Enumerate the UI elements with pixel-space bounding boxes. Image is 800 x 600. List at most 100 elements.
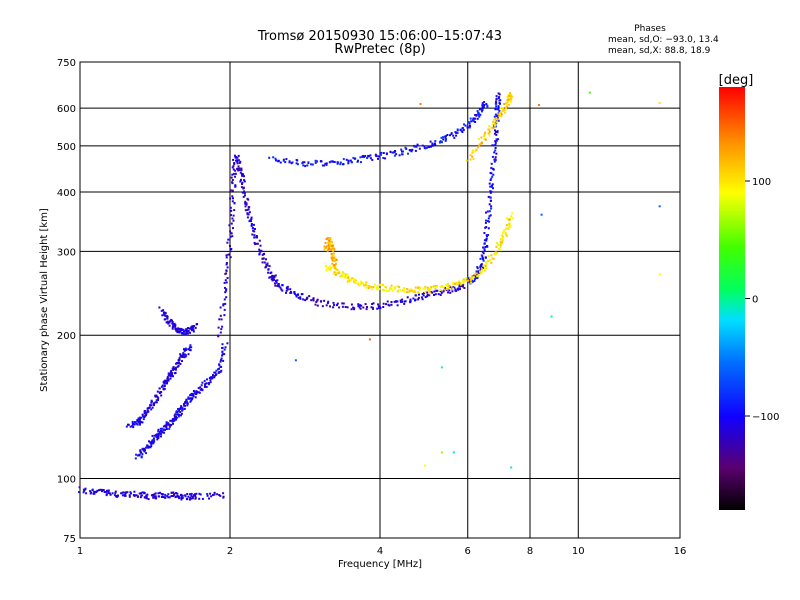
echo-point xyxy=(178,328,181,330)
echo-point xyxy=(162,309,165,312)
echo-point xyxy=(133,423,136,426)
echo-point xyxy=(310,299,313,302)
echo-point xyxy=(243,179,246,182)
y-tick-label: 400 xyxy=(57,188,76,199)
echo-point xyxy=(501,237,504,240)
echo-point xyxy=(494,143,497,146)
echo-point xyxy=(251,233,254,236)
echo-point xyxy=(408,290,411,293)
echo-point xyxy=(423,287,426,290)
echo-point xyxy=(333,304,336,306)
echo-point xyxy=(488,134,491,137)
echo-point xyxy=(189,497,192,499)
echo-point xyxy=(169,320,172,323)
echo-point xyxy=(428,289,431,291)
echo-point xyxy=(482,259,485,262)
scatter-point xyxy=(540,213,543,216)
echo-point xyxy=(325,265,328,267)
echo-point xyxy=(176,362,179,365)
echo-point xyxy=(366,157,369,159)
echo-point xyxy=(325,269,328,272)
echo-point xyxy=(490,254,493,257)
echo-point xyxy=(117,494,119,497)
echo-point xyxy=(168,324,171,327)
echo-point xyxy=(504,108,507,111)
echo-point xyxy=(206,494,209,497)
echo-point xyxy=(219,314,222,317)
echo-point xyxy=(393,287,396,290)
echo-point xyxy=(375,154,378,157)
echo-point xyxy=(279,161,282,164)
scatter-point xyxy=(510,466,513,469)
echo-point xyxy=(151,406,154,409)
echo-point xyxy=(161,314,164,317)
echo-point xyxy=(342,158,345,161)
echo-point xyxy=(481,250,484,253)
echo-point xyxy=(365,281,368,284)
echo-point xyxy=(139,417,142,420)
echo-point xyxy=(261,257,264,260)
echo-point xyxy=(498,96,501,99)
colorbar-tick-label: −100 xyxy=(752,412,779,423)
echo-point xyxy=(253,234,256,237)
echo-point xyxy=(475,148,478,151)
x-tick-label: 16 xyxy=(674,546,687,557)
echo-point xyxy=(240,167,243,170)
echo-point xyxy=(446,288,448,290)
echo-point xyxy=(323,299,326,302)
echo-point xyxy=(230,214,232,217)
echo-point xyxy=(178,358,181,361)
echo-point xyxy=(161,431,164,434)
echo-point xyxy=(388,304,391,307)
echo-point xyxy=(505,217,508,220)
echo-point xyxy=(408,288,411,291)
echo-point xyxy=(225,263,228,266)
echo-point xyxy=(184,347,187,350)
echo-point xyxy=(405,147,408,150)
echo-point xyxy=(161,495,164,498)
echo-point xyxy=(492,118,495,121)
echo-point xyxy=(168,423,171,426)
echo-point xyxy=(473,150,476,153)
echo-point xyxy=(478,144,481,147)
echo-point xyxy=(96,489,99,492)
echo-point xyxy=(293,292,296,295)
echo-point xyxy=(341,274,344,277)
echo-point xyxy=(184,354,187,357)
echo-point xyxy=(445,284,448,287)
echo-point xyxy=(234,185,237,188)
echo-point xyxy=(159,427,162,430)
echo-point xyxy=(223,314,226,317)
echo-point xyxy=(303,161,306,164)
echo-point xyxy=(357,282,360,285)
echo-point xyxy=(229,250,232,253)
echo-point xyxy=(329,265,332,268)
echo-point xyxy=(180,493,182,496)
echo-point xyxy=(160,429,162,432)
echo-point xyxy=(495,105,498,108)
echo-point xyxy=(175,327,178,330)
echo-point xyxy=(177,364,180,367)
echo-point xyxy=(493,122,496,125)
echo-point xyxy=(416,287,419,290)
echo-point xyxy=(161,430,164,433)
echo-point xyxy=(162,496,165,498)
echo-point xyxy=(480,141,483,144)
echo-point xyxy=(234,154,236,157)
echo-point xyxy=(173,325,176,328)
echo-point xyxy=(371,303,374,305)
echo-point xyxy=(186,402,189,405)
echo-point xyxy=(286,286,289,289)
echo-point xyxy=(357,159,359,162)
echo-point xyxy=(446,284,449,287)
echo-point xyxy=(469,279,472,282)
echo-point xyxy=(483,267,486,269)
echo-point xyxy=(496,131,499,134)
echo-point xyxy=(459,285,461,288)
echo-point xyxy=(107,489,110,492)
echo-point xyxy=(483,232,486,234)
echo-point xyxy=(179,329,182,332)
echo-point xyxy=(492,121,495,123)
echo-point xyxy=(354,282,357,284)
echo-point xyxy=(328,239,331,242)
